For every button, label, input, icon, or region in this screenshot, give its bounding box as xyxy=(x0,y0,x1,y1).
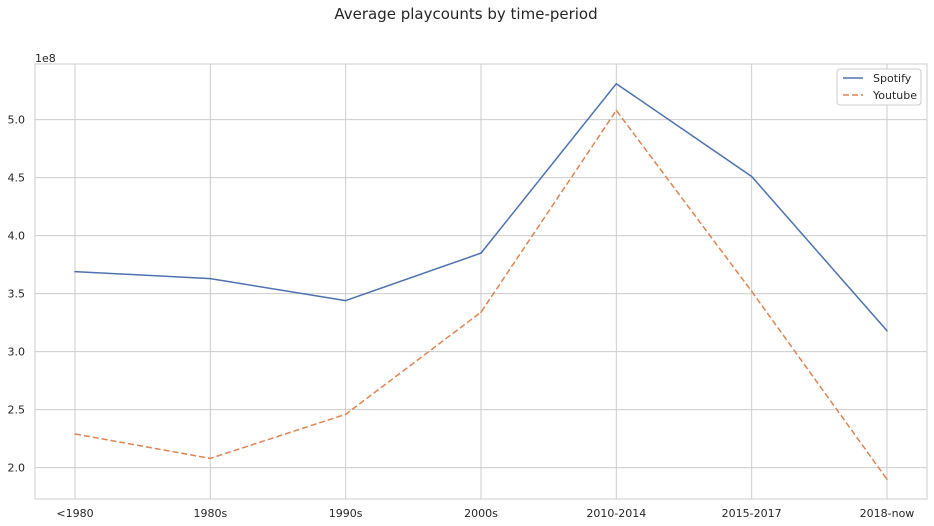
x-tick-label: 2015-2017 xyxy=(722,507,782,520)
y-tick-label: 4.0 xyxy=(8,230,26,243)
series xyxy=(74,82,888,481)
data-point xyxy=(750,175,753,178)
x-tick-label: 2018-now xyxy=(860,507,915,520)
chart-title: Average playcounts by time-period xyxy=(334,5,597,23)
data-point xyxy=(615,82,618,85)
data-point xyxy=(480,311,482,314)
legend: Spotify Youtube xyxy=(836,68,922,106)
x-tick-label: 2000s xyxy=(464,507,498,520)
x-tick-label: 2010-2014 xyxy=(586,507,646,520)
data-point xyxy=(886,330,888,332)
data-point xyxy=(886,478,888,481)
data-point xyxy=(480,252,482,254)
data-point xyxy=(750,290,753,293)
y-tick-label: 2.0 xyxy=(8,462,26,475)
axis-ticks: <1980 1980s 1990s 2000s 2010-2014 2015-2017 20… xyxy=(8,114,915,520)
data-point xyxy=(344,413,347,416)
y-scale-label: 1e8 xyxy=(35,52,56,65)
data-point xyxy=(209,457,212,460)
y-tick-label: 5.0 xyxy=(8,114,26,127)
y-tick-label: 3.5 xyxy=(8,288,26,301)
legend-label: Youtube xyxy=(872,89,917,102)
x-tick-label: <1980 xyxy=(56,507,93,520)
plot-frame xyxy=(34,63,928,500)
data-point xyxy=(74,433,76,435)
y-tick-label: 2.5 xyxy=(8,404,26,417)
x-tick-label: 1980s xyxy=(193,507,227,520)
data-point xyxy=(209,277,212,280)
data-point xyxy=(74,270,76,273)
y-tick-label: 3.0 xyxy=(8,346,26,359)
legend-label: Spotify xyxy=(873,72,912,85)
data-point xyxy=(615,109,618,112)
grid xyxy=(35,64,927,499)
x-tick-label: 1990s xyxy=(329,507,363,520)
y-tick-label: 4.5 xyxy=(8,172,26,185)
data-point xyxy=(344,299,347,302)
